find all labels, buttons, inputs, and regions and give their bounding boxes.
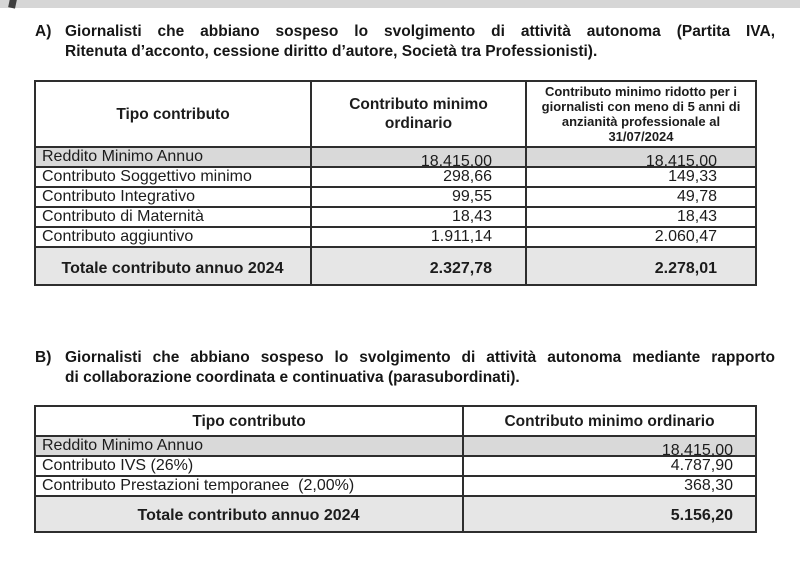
total-value-ridotto: 2.278,01 xyxy=(525,246,757,286)
row-label: Reddito Minimo Annuo xyxy=(34,435,464,457)
row-value-ordinario: 4.787,90 xyxy=(462,455,757,477)
section-b-marker: B) xyxy=(35,349,52,366)
table-row-soggettivo: Contributo Soggettivo minimo 298,66 149,… xyxy=(34,166,757,188)
table-row-ivs: Contributo IVS (26%) 4.787,90 xyxy=(34,455,757,477)
section-a-heading-line2: Ritenuta d’acconto, cessione diritto d’a… xyxy=(65,43,598,60)
section-a-heading-line1: Giornalisti che abbiano sospeso lo svolg… xyxy=(65,23,775,40)
total-value-ordinario: 2.327,78 xyxy=(310,246,527,286)
document-page: A) Giornalisti che abbiano sospeso lo sv… xyxy=(0,8,800,533)
row-label: Contributo IVS (26%) xyxy=(34,455,464,477)
row-label: Contributo aggiuntivo xyxy=(34,226,312,248)
table-a-header-tipo: Tipo contributo xyxy=(34,80,312,148)
row-value-ridotto: 18.415,00 xyxy=(525,146,757,170)
row-value-ordinario: 18.415,00 xyxy=(462,435,757,459)
table-row-prestazioni-temporanee: Contributo Prestazioni temporanee (2,00%… xyxy=(34,475,757,497)
total-value-ordinario: 5.156,20 xyxy=(462,495,757,533)
row-value-ridotto: 2.060,47 xyxy=(525,226,757,248)
row-label: Contributo Soggettivo minimo xyxy=(34,166,312,188)
row-label: Contributo di Maternità xyxy=(34,206,312,228)
section-a-marker: A) xyxy=(35,23,52,40)
section-b-heading: B) Giornalisti che abbiano sospeso lo sv… xyxy=(35,348,775,388)
table-row-aggiuntivo: Contributo aggiuntivo 1.911,14 2.060,47 xyxy=(34,226,757,248)
table-row-reddito-minimo: Reddito Minimo Annuo 18.415,00 xyxy=(34,435,757,459)
row-value-ordinario: 18.415,00 xyxy=(310,146,527,170)
table-b-header-ordinario: Contributo minimo ordinario xyxy=(462,405,757,437)
row-value-ordinario: 368,30 xyxy=(462,475,757,497)
table-row-maternita: Contributo di Maternità 18,43 18,43 xyxy=(34,206,757,228)
section-b-heading-text: Giornalisti che abbiano sospeso lo svolg… xyxy=(65,348,775,388)
table-a-header-ordinario: Contributo minimo ordinario xyxy=(310,80,527,148)
table-contributi-parasubordinati: Tipo contributo Contributo minimo ordina… xyxy=(34,405,757,533)
table-row-reddito-minimo: Reddito Minimo Annuo 18.415,00 18.415,00 xyxy=(34,146,757,170)
row-value-ridotto: 49,78 xyxy=(525,186,757,208)
section-a-heading-text: Giornalisti che abbiano sospeso lo svolg… xyxy=(65,22,775,62)
table-contributi-autonomi: Tipo contributo Contributo minimo ordina… xyxy=(34,80,757,286)
row-label: Contributo Integrativo xyxy=(34,186,312,208)
section-a-heading: A) Giornalisti che abbiano sospeso lo sv… xyxy=(35,22,775,62)
row-value-ordinario: 298,66 xyxy=(310,166,527,188)
row-value-ordinario: 99,55 xyxy=(310,186,527,208)
table-row-integrativo: Contributo Integrativo 99,55 49,78 xyxy=(34,186,757,208)
scan-top-strip xyxy=(0,0,800,9)
row-value-ordinario: 18,43 xyxy=(310,206,527,228)
table-a-header-row: Tipo contributo Contributo minimo ordina… xyxy=(34,80,757,148)
row-value-ridotto: 149,33 xyxy=(525,166,757,188)
row-value-ridotto: 18,43 xyxy=(525,206,757,228)
table-b-header-tipo: Tipo contributo xyxy=(34,405,464,437)
row-label: Contributo Prestazioni temporanee (2,00%… xyxy=(34,475,464,497)
table-a-total-row: Totale contributo annuo 2024 2.327,78 2.… xyxy=(34,246,757,286)
section-b-heading-line1: Giornalisti che abbiano sospeso lo svolg… xyxy=(65,349,775,366)
table-a-header-ridotto: Contributo minimo ridotto per i giornali… xyxy=(525,80,757,148)
total-label: Totale contributo annuo 2024 xyxy=(34,495,464,533)
total-label: Totale contributo annuo 2024 xyxy=(34,246,312,286)
table-b-total-row: Totale contributo annuo 2024 5.156,20 xyxy=(34,495,757,533)
row-label: Reddito Minimo Annuo xyxy=(34,146,312,168)
table-b-header-row: Tipo contributo Contributo minimo ordina… xyxy=(34,405,757,437)
section-b-heading-line2: di collaborazione coordinata e continuat… xyxy=(65,369,520,386)
row-value-ordinario: 1.911,14 xyxy=(310,226,527,248)
